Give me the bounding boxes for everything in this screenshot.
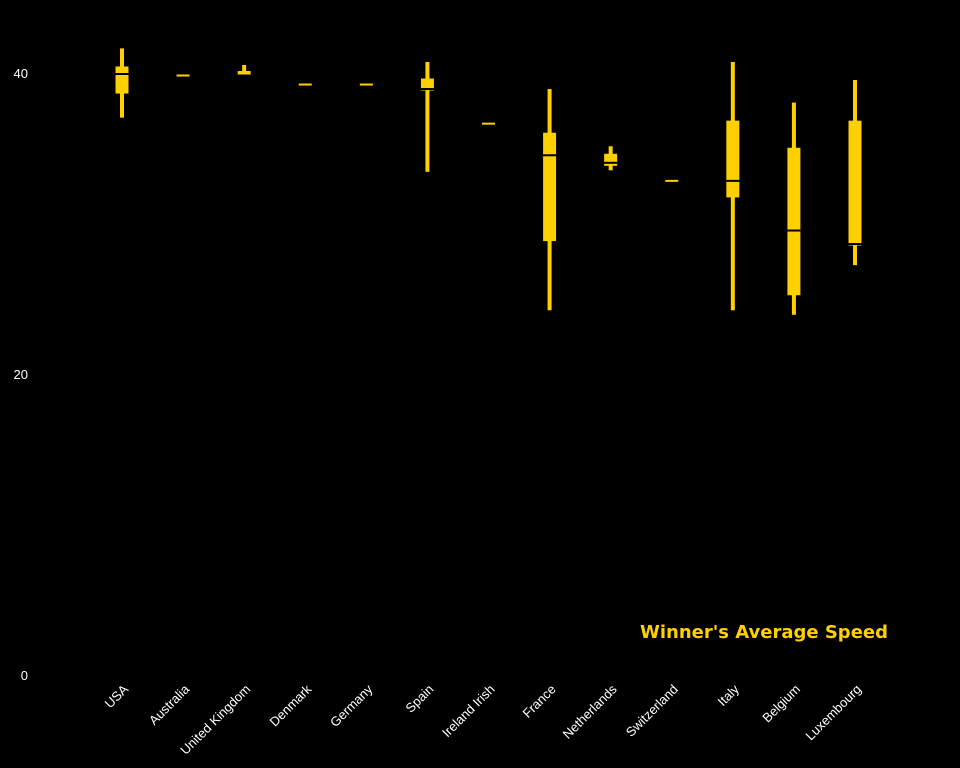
- whisker: [242, 64, 247, 76]
- box-group: [420, 61, 434, 172]
- x-tick-label: Luxembourg: [802, 682, 864, 744]
- whisker: [425, 61, 430, 172]
- box-group: [848, 80, 862, 266]
- x-tick-label: Ireland Irish: [439, 682, 498, 741]
- x-tick-label: Belgium: [759, 682, 803, 726]
- median-line: [420, 88, 434, 91]
- box: [359, 83, 373, 86]
- box: [848, 120, 862, 246]
- box: [726, 120, 740, 198]
- x-tick-label: Germany: [327, 681, 376, 730]
- median-line: [787, 229, 801, 232]
- y-tick-label: 0: [21, 668, 28, 683]
- x-tick-label: USA: [102, 681, 132, 711]
- x-tick-label: France: [519, 682, 558, 721]
- x-tick-label: Italy: [714, 681, 742, 709]
- box-group: [543, 89, 557, 311]
- box-group: [787, 102, 801, 315]
- box-group: [665, 179, 679, 182]
- median-line: [115, 73, 129, 75]
- box-group: [359, 83, 373, 86]
- box-group: [237, 64, 251, 77]
- box: [176, 74, 190, 77]
- median-line: [726, 179, 740, 182]
- box: [482, 122, 495, 125]
- box-group: [726, 61, 740, 311]
- box: [237, 70, 251, 76]
- box: [787, 147, 801, 296]
- x-tick-label: Switzerland: [623, 682, 681, 740]
- x-tick-label: Spain: [402, 682, 436, 716]
- box-group: [115, 48, 129, 118]
- boxes-layer: [115, 48, 862, 315]
- x-tick-label: Netherlands: [560, 681, 621, 742]
- box: [420, 78, 434, 91]
- box-group: [176, 74, 190, 77]
- box-group: [298, 83, 312, 86]
- box: [298, 83, 312, 86]
- y-tick-label: 40: [14, 66, 28, 81]
- median-line: [543, 154, 557, 157]
- y-axis-ticks: 0 20 40: [14, 66, 28, 683]
- box: [115, 66, 129, 94]
- x-tick-label: Australia: [146, 681, 193, 728]
- chart-title: Winner's Average Speed: [640, 622, 888, 643]
- median-line: [237, 74, 251, 77]
- y-tick-label: 20: [14, 367, 28, 382]
- box-group: [482, 122, 495, 125]
- box: [543, 132, 557, 242]
- box-group: [604, 146, 618, 171]
- median-line: [848, 243, 862, 246]
- box: [604, 153, 618, 166]
- box: [665, 179, 679, 182]
- x-tick-label: Denmark: [266, 681, 314, 729]
- median-line: [604, 161, 618, 164]
